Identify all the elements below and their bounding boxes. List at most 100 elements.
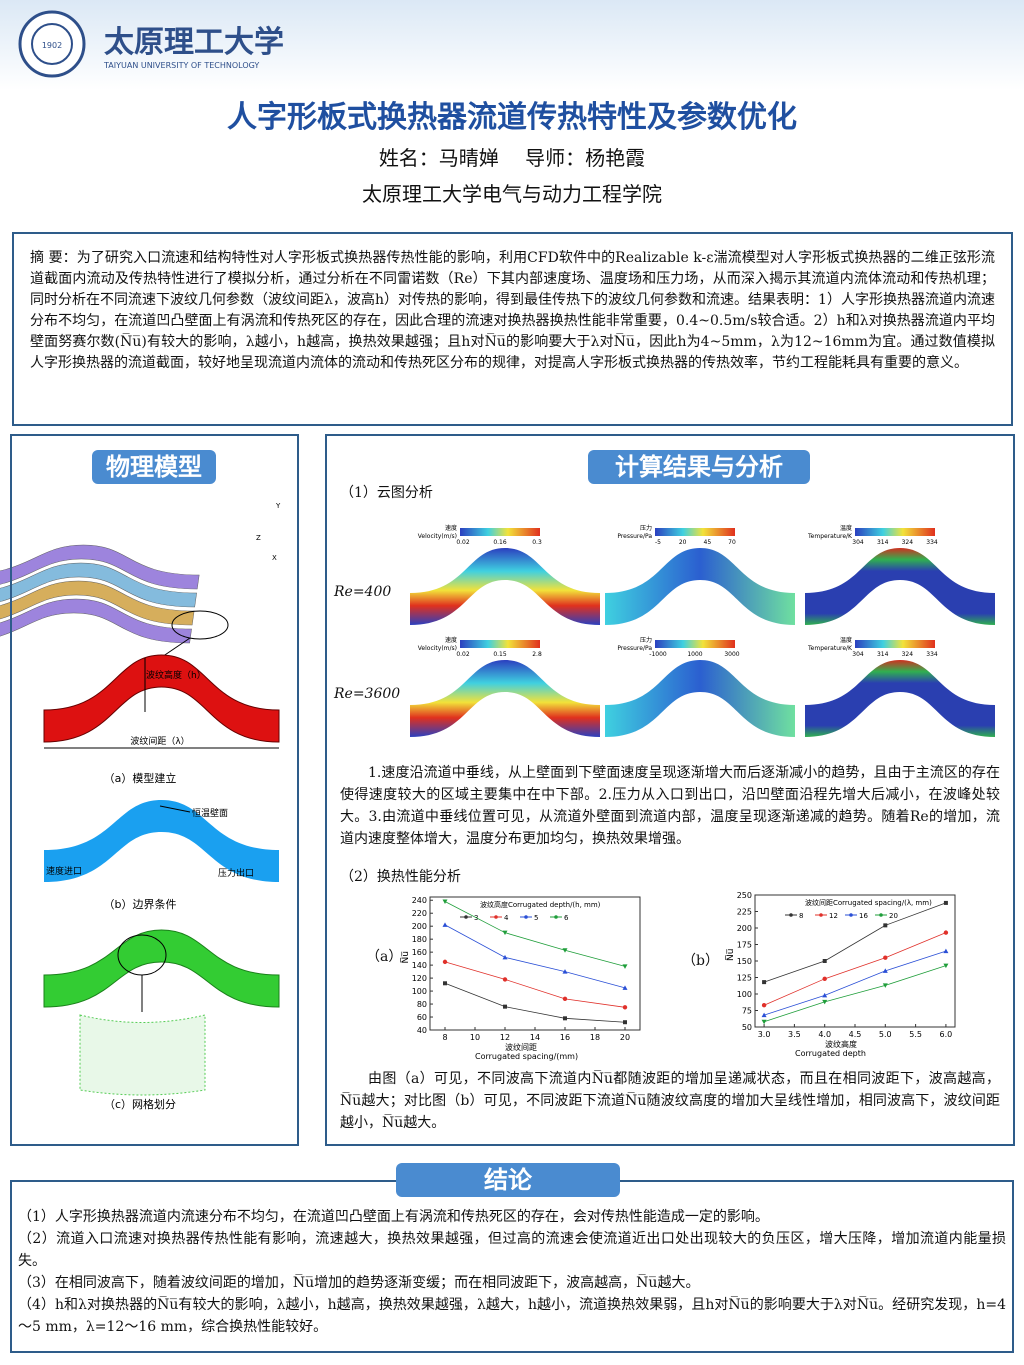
colorbar-tick: 0.02: [456, 539, 470, 546]
x-tick-label: 5.0: [879, 1030, 892, 1039]
section-heading: （1）云图分析: [340, 485, 433, 501]
y-tick-label: 100: [737, 990, 752, 999]
legend-marker: [819, 913, 823, 917]
y-tick-label: 60: [417, 1013, 427, 1022]
legend-marker: [879, 913, 883, 917]
series-line: [444, 961, 626, 1008]
legend-label: 6: [564, 914, 569, 922]
marker: [762, 980, 767, 985]
marker: [943, 930, 949, 935]
logo-ring: [18, 10, 86, 78]
legend-label: 16: [859, 912, 868, 920]
y-tick-label: 240: [412, 896, 427, 905]
abstract: 摘 要：为了研究入口流速和结构特性对人字形板式换热器传热性能的影响，利用CFD软…: [30, 250, 995, 371]
y-tick-label: 160: [412, 948, 427, 957]
plate-layer: [0, 544, 200, 590]
colorbar-tick: 0.15: [493, 651, 507, 658]
results-paragraph: 由图（a）可见，不同波高下流道内N̅u̅都随波距的增加呈递减状态，而且在相同波距…: [340, 1071, 1000, 1131]
marker: [822, 992, 828, 998]
colorbar-tick: 324: [902, 651, 914, 658]
marker: [623, 1020, 627, 1025]
axis-label: Z: [256, 534, 261, 542]
marker: [563, 1016, 567, 1021]
contour-plot: [410, 548, 600, 625]
marker: [822, 959, 827, 963]
colorbar-unit: Velocity(m/s): [418, 533, 457, 540]
marker: [503, 1004, 507, 1009]
colorbar: [855, 640, 935, 648]
marker: [761, 1019, 767, 1025]
series-line: [444, 924, 626, 989]
logo-year: 1902: [42, 41, 62, 50]
marker: [943, 948, 949, 954]
colorbar-tick: 70: [728, 539, 736, 546]
abstract-box: 摘 要：为了研究入口流速和结构特性对人字形板式换热器传热性能的影响，利用CFD软…: [12, 232, 1013, 426]
colorbar-tick: 334: [926, 539, 938, 546]
marker: [622, 964, 628, 969]
colorbar-tick: 0.02: [456, 651, 470, 658]
marker: [562, 969, 568, 974]
y-tick-label: 80: [417, 1000, 427, 1009]
school: 太原理工大学电气与动力工程学院: [362, 182, 662, 206]
y-axis-label: N̅u̅: [399, 951, 411, 964]
header-band: [0, 0, 1024, 90]
legend-label: 20: [889, 912, 898, 920]
y-tick-label: 200: [737, 924, 752, 933]
marker: [882, 983, 888, 988]
legend-marker: [464, 915, 468, 919]
x-axis-label: Corrugated depth: [795, 1049, 866, 1058]
x-tick-label: 18: [590, 1033, 600, 1042]
marker: [502, 954, 508, 960]
case-label: Re=3600: [334, 686, 401, 702]
marker: [822, 999, 828, 1005]
x-axis-label: 波纹高度: [825, 1039, 857, 1049]
colorbar-title: 压力: [640, 636, 652, 644]
y-tick-label: 75: [742, 1007, 752, 1016]
y-tick-label: 50: [742, 1023, 752, 1032]
panel-label: （a）: [366, 949, 403, 965]
marker: [822, 976, 827, 982]
conclusion-item: （2）流道入口流速对换热器传热性能有影响，流速越大，换热效果越强，但过高的流速会…: [18, 1231, 1006, 1269]
marker: [943, 900, 948, 905]
marker: [761, 1012, 767, 1018]
colorbar: [460, 528, 540, 536]
contour-plot: [410, 660, 600, 737]
colorbar-tick: 3000: [724, 651, 739, 658]
colorbar-tick: 0.3: [532, 539, 542, 546]
colorbar-tick: 45: [704, 539, 712, 546]
model-heading: 物理模型: [92, 450, 216, 484]
legend-marker: [789, 913, 793, 917]
pointer: [159, 805, 191, 813]
y-tick-label: 40: [417, 1026, 427, 1035]
colorbar-title: 压力: [640, 524, 652, 532]
marker: [883, 955, 888, 960]
legend-marker: [849, 913, 853, 917]
x-tick-label: 5.5: [909, 1030, 922, 1039]
colorbar-tick: 334: [926, 651, 938, 658]
y-tick-label: 225: [737, 908, 752, 917]
y-tick-label: 250: [737, 891, 752, 900]
zoom-ring: [171, 610, 229, 640]
x-tick-label: 14: [530, 1033, 540, 1042]
marker: [562, 996, 568, 1002]
y-tick-label: 140: [412, 961, 427, 970]
y-tick-label: 150: [737, 957, 752, 966]
colorbar-unit: Velocity(m/s): [418, 645, 457, 652]
case-label: Re=400: [334, 584, 392, 600]
marker: [443, 981, 447, 986]
marker: [562, 948, 568, 953]
x-tick-label: 3.5: [788, 1030, 801, 1039]
y-axis-label: N̅u̅: [724, 948, 736, 961]
mesh-wave: [43, 929, 280, 1008]
colorbar-tick: 304: [852, 539, 864, 546]
legend-marker: [494, 915, 498, 919]
results-heading: 计算结果与分析: [588, 450, 810, 484]
colorbar-unit: Temperature/K: [807, 645, 853, 652]
marker: [502, 930, 508, 936]
conclusion-box: （1）人字形换热器流道内流速分布不均匀，在流道凹凸壁面上有涡流和传热死区的存在，…: [10, 1180, 1014, 1353]
marker: [622, 985, 628, 990]
colorbar-tick: 314: [877, 651, 889, 658]
legend-label: 4: [504, 914, 509, 922]
y-tick-label: 120: [412, 974, 427, 983]
